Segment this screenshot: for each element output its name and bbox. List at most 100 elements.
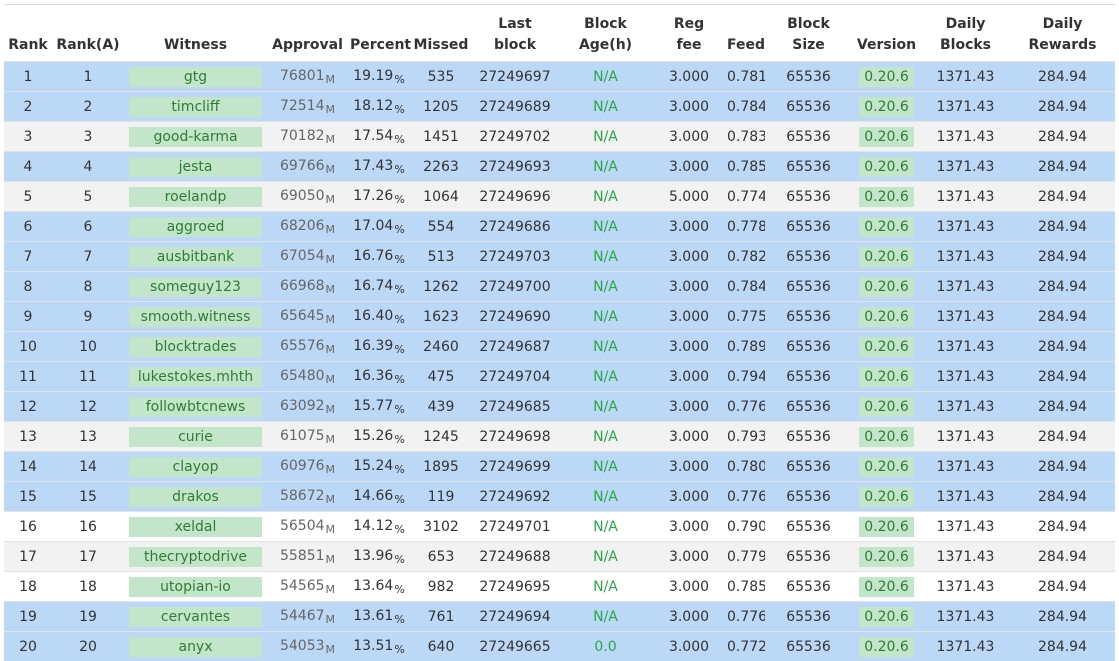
missed-cell: 1262 [410,272,472,302]
feed-cell: 0.775 [725,302,765,332]
block-age-cell: N/A [558,452,653,482]
witness-cell: jesta [124,152,267,182]
feed-cell: 0.774 [725,182,765,212]
daily-blocks-cell: 1371.43 [921,122,1010,152]
block-age-cell: N/A [558,512,653,542]
reg-fee-cell: 3.000 [653,242,725,272]
header-label-line: Block [767,14,850,35]
block-size-cell: 65536 [765,572,852,602]
version-badge: 0.20.6 [859,427,914,447]
table-row: 1 1 gtg 76801M 19.19% 535 27249697 N/A 3… [4,62,1115,92]
witness-link[interactable]: someguy123 [129,277,262,297]
version-badge: 0.20.6 [859,607,914,627]
table-row: 8 8 someguy123 66968M 16.74% 1262 272497… [4,272,1115,302]
approval-value: 54565 [280,578,325,594]
version-badge: 0.20.6 [859,367,914,387]
witness-link[interactable]: good-karma [129,127,262,147]
header-feed[interactable]: Feed [725,5,765,62]
percent-value: 15.26 [353,428,393,444]
approval-value: 56504 [280,518,325,534]
header-label-line: Version [854,35,919,56]
witness-link[interactable]: followbtcnews [129,397,262,417]
witness-link[interactable]: xeldal [129,517,262,537]
reg-fee-cell: 3.000 [653,212,725,242]
witness-link[interactable]: smooth.witness [129,307,262,327]
header-missed[interactable]: Missed [410,5,472,62]
approval-value: 72514 [280,98,325,114]
block-age-cell: N/A [558,242,653,272]
approval-value: 68206 [280,218,325,234]
block-age-cell: N/A [558,122,653,152]
header-label-line: Reg [655,14,723,35]
header-label-line: block [474,35,556,56]
witness-link[interactable]: roelandp [129,187,262,207]
daily-rewards-cell: 284.94 [1010,62,1115,92]
feed-cell: 0.784 [725,92,765,122]
witness-link[interactable]: anyx [129,637,262,657]
daily-rewards-cell: 284.94 [1010,302,1115,332]
approval-unit: M [326,223,336,236]
table-row: 19 19 cervantes 54467M 13.61% 761 272496… [4,602,1115,632]
block-size-cell: 65536 [765,392,852,422]
percent-unit: % [394,103,404,116]
last-block-cell: 27249699 [472,452,558,482]
block-size-cell: 65536 [765,302,852,332]
header-witness[interactable]: Witness [124,5,267,62]
witness-link[interactable]: utopian-io [129,577,262,597]
witness-link[interactable]: gtg [129,67,262,87]
percent-value: 16.74 [353,278,393,294]
header-approval[interactable]: Approval [267,5,348,62]
approval-cell: 65576M [267,332,348,362]
header-rank[interactable]: Rank [4,5,52,62]
approval-cell: 54467M [267,602,348,632]
witness-link[interactable]: cervantes [129,607,262,627]
feed-cell: 0.783 [725,122,765,152]
rank-a-cell: 10 [52,332,124,362]
header-label-line: Witness [126,35,265,56]
witness-link[interactable]: drakos [129,487,262,507]
version-badge: 0.20.6 [859,217,914,237]
header-version[interactable]: Version [852,5,921,62]
witness-link[interactable]: lukestokes.mhth [129,367,262,387]
witness-link[interactable]: aggroed [129,217,262,237]
percent-value: 13.51 [353,638,393,654]
witness-link[interactable]: timcliff [129,97,262,117]
version-badge: 0.20.6 [859,67,914,87]
rank-a-cell: 1 [52,62,124,92]
approval-unit: M [326,433,336,446]
percent-unit: % [394,553,404,566]
witness-cell: lukestokes.mhth [124,362,267,392]
percent-value: 17.04 [353,218,393,234]
witness-link[interactable]: curie [129,427,262,447]
percent-unit: % [394,403,404,416]
block-size-cell: 65536 [765,212,852,242]
witness-cell: blocktrades [124,332,267,362]
daily-rewards-cell: 284.94 [1010,602,1115,632]
percent-value: 13.64 [353,578,393,594]
last-block-cell: 27249695 [472,572,558,602]
approval-value: 58672 [280,488,325,504]
approval-value: 69050 [280,188,325,204]
last-block-cell: 27249689 [472,92,558,122]
approval-cell: 54565M [267,572,348,602]
witness-link[interactable]: ausbitbank [129,247,262,267]
daily-blocks-cell: 1371.43 [921,62,1010,92]
feed-cell: 0.790 [725,512,765,542]
percent-value: 17.43 [353,158,393,174]
witness-link[interactable]: jesta [129,157,262,177]
percent-cell: 16.36% [348,362,410,392]
witness-link[interactable]: thecryptodrive [129,547,262,567]
daily-blocks-cell: 1371.43 [921,272,1010,302]
percent-unit: % [394,463,404,476]
daily-blocks-cell: 1371.43 [921,332,1010,362]
witness-link[interactable]: clayop [129,457,262,477]
witness-link[interactable]: blocktrades [129,337,262,357]
header-rank-a[interactable]: Rank(A) [52,5,124,62]
header-percent[interactable]: Percent [348,5,410,62]
